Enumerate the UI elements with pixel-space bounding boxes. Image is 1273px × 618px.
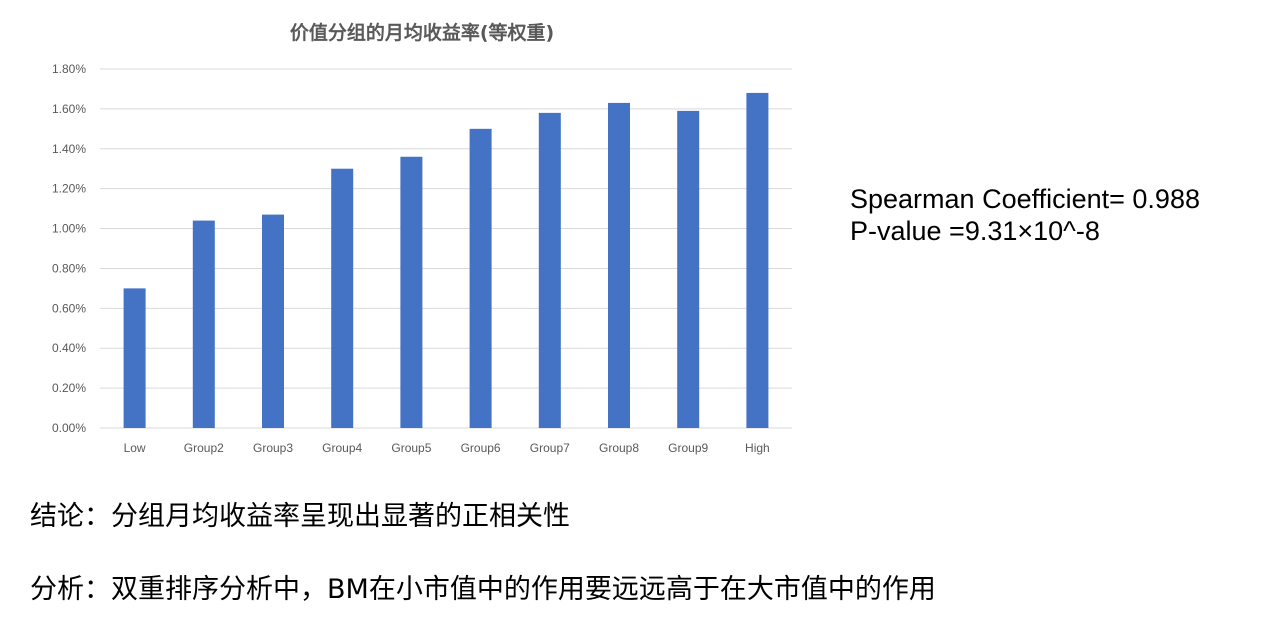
x-tick-label: Group8 <box>599 441 639 455</box>
y-tick-label: 1.20% <box>52 182 86 196</box>
y-tick-label: 1.60% <box>52 102 86 116</box>
bar-group5 <box>400 156 423 428</box>
bar-group9 <box>677 110 700 428</box>
bar-chart: 价值分组的月均收益率(等权重) 0.00% 0.20% 0.40% 0.60% 0.80… <box>52 21 792 455</box>
y-tick-label: 1.00% <box>52 222 86 236</box>
x-tick-label: Group2 <box>184 441 224 455</box>
p-value: P-value =9.31×10^-8 <box>850 216 1100 246</box>
x-tick-label: Group7 <box>530 441 570 455</box>
x-tick-label: Group6 <box>461 441 501 455</box>
bars <box>123 92 769 429</box>
bar-group2 <box>192 220 215 428</box>
x-axis-ticks: Low Group2 Group3 Group4 Group5 Group6 Group7 G… <box>124 441 770 455</box>
bar-group4 <box>331 168 354 428</box>
y-tick-label: 0.60% <box>52 301 86 315</box>
bar-group3 <box>262 214 284 428</box>
y-tick-label: 1.40% <box>52 142 86 156</box>
x-tick-label: Group3 <box>253 441 293 455</box>
analysis-text: 分析：双重排序分析中，BM在小市值中的作用要远远高于在大市值中的作用 <box>30 574 936 605</box>
conclusion-text: 结论：分组月均收益率呈现出显著的正相关性 <box>30 501 570 532</box>
bar-group8 <box>608 102 630 429</box>
y-tick-label: 0.40% <box>52 341 86 355</box>
x-tick-label: Group4 <box>322 441 362 455</box>
x-tick-label: Group9 <box>668 441 708 455</box>
x-tick-label: Low <box>124 441 146 455</box>
y-tick-label: 0.20% <box>52 381 86 395</box>
y-tick-label: 0.00% <box>52 421 86 435</box>
y-tick-label: 1.80% <box>52 62 86 76</box>
x-tick-label: Group5 <box>391 441 431 455</box>
y-tick-label: 0.80% <box>52 261 86 275</box>
x-tick-label: High <box>745 441 770 455</box>
bar-high <box>746 92 769 428</box>
spearman-coefficient: Spearman Coefficient= 0.988 <box>850 184 1200 214</box>
bar-low <box>123 288 146 428</box>
y-axis-ticks: 0.00% 0.20% 0.40% 0.60% 0.80% 1.00% 1.20% 1.40%… <box>52 62 86 435</box>
statistics-panel: Spearman Coefficient= 0.988 P-value =9.3… <box>850 183 1200 247</box>
gridlines <box>100 68 792 429</box>
chart-title: 价值分组的月均收益率(等权重) <box>290 21 554 44</box>
bar-group6 <box>469 128 492 429</box>
bar-group7 <box>538 112 561 428</box>
